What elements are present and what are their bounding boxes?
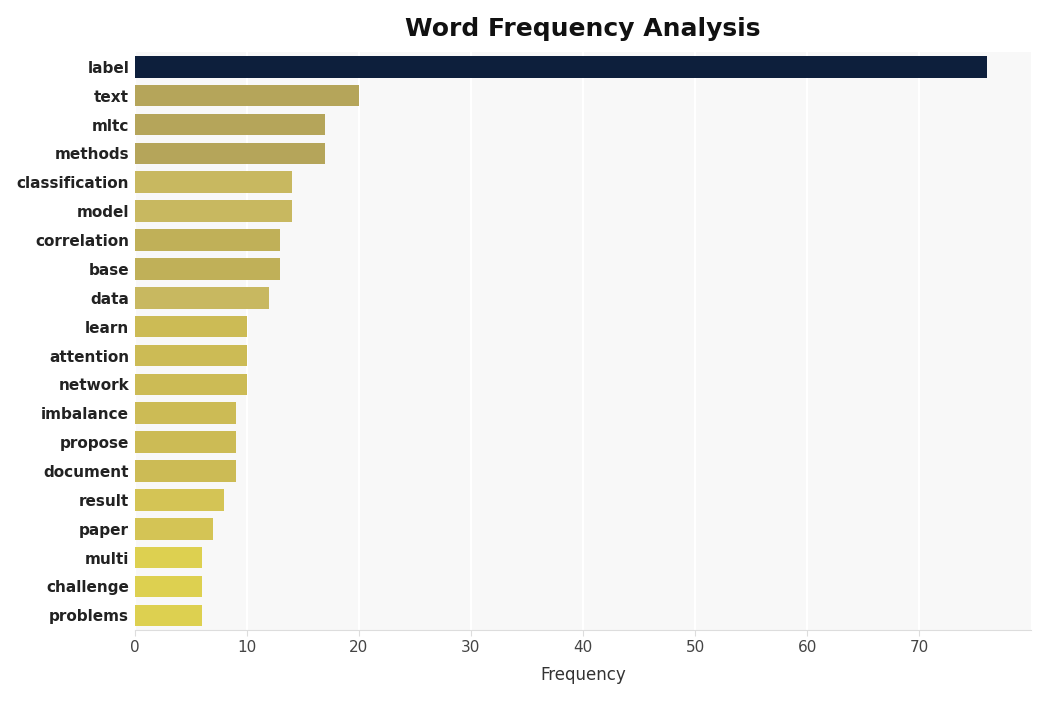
Bar: [135, 114, 325, 135]
Bar: [135, 287, 269, 308]
Bar: [135, 604, 202, 626]
Title: Word Frequency Analysis: Word Frequency Analysis: [406, 17, 761, 41]
Bar: [135, 431, 236, 453]
Bar: [135, 229, 281, 251]
X-axis label: Frequency: Frequency: [540, 667, 626, 684]
Bar: [135, 172, 291, 193]
Bar: [135, 489, 224, 511]
Bar: [135, 460, 236, 482]
Bar: [135, 374, 246, 395]
Bar: [135, 56, 986, 78]
Bar: [135, 200, 291, 222]
Bar: [135, 576, 202, 597]
Bar: [135, 547, 202, 569]
Bar: [135, 518, 213, 540]
Bar: [135, 402, 236, 424]
Bar: [135, 85, 358, 107]
Bar: [135, 345, 246, 367]
Bar: [135, 316, 246, 337]
Bar: [135, 142, 325, 164]
Bar: [135, 258, 281, 280]
